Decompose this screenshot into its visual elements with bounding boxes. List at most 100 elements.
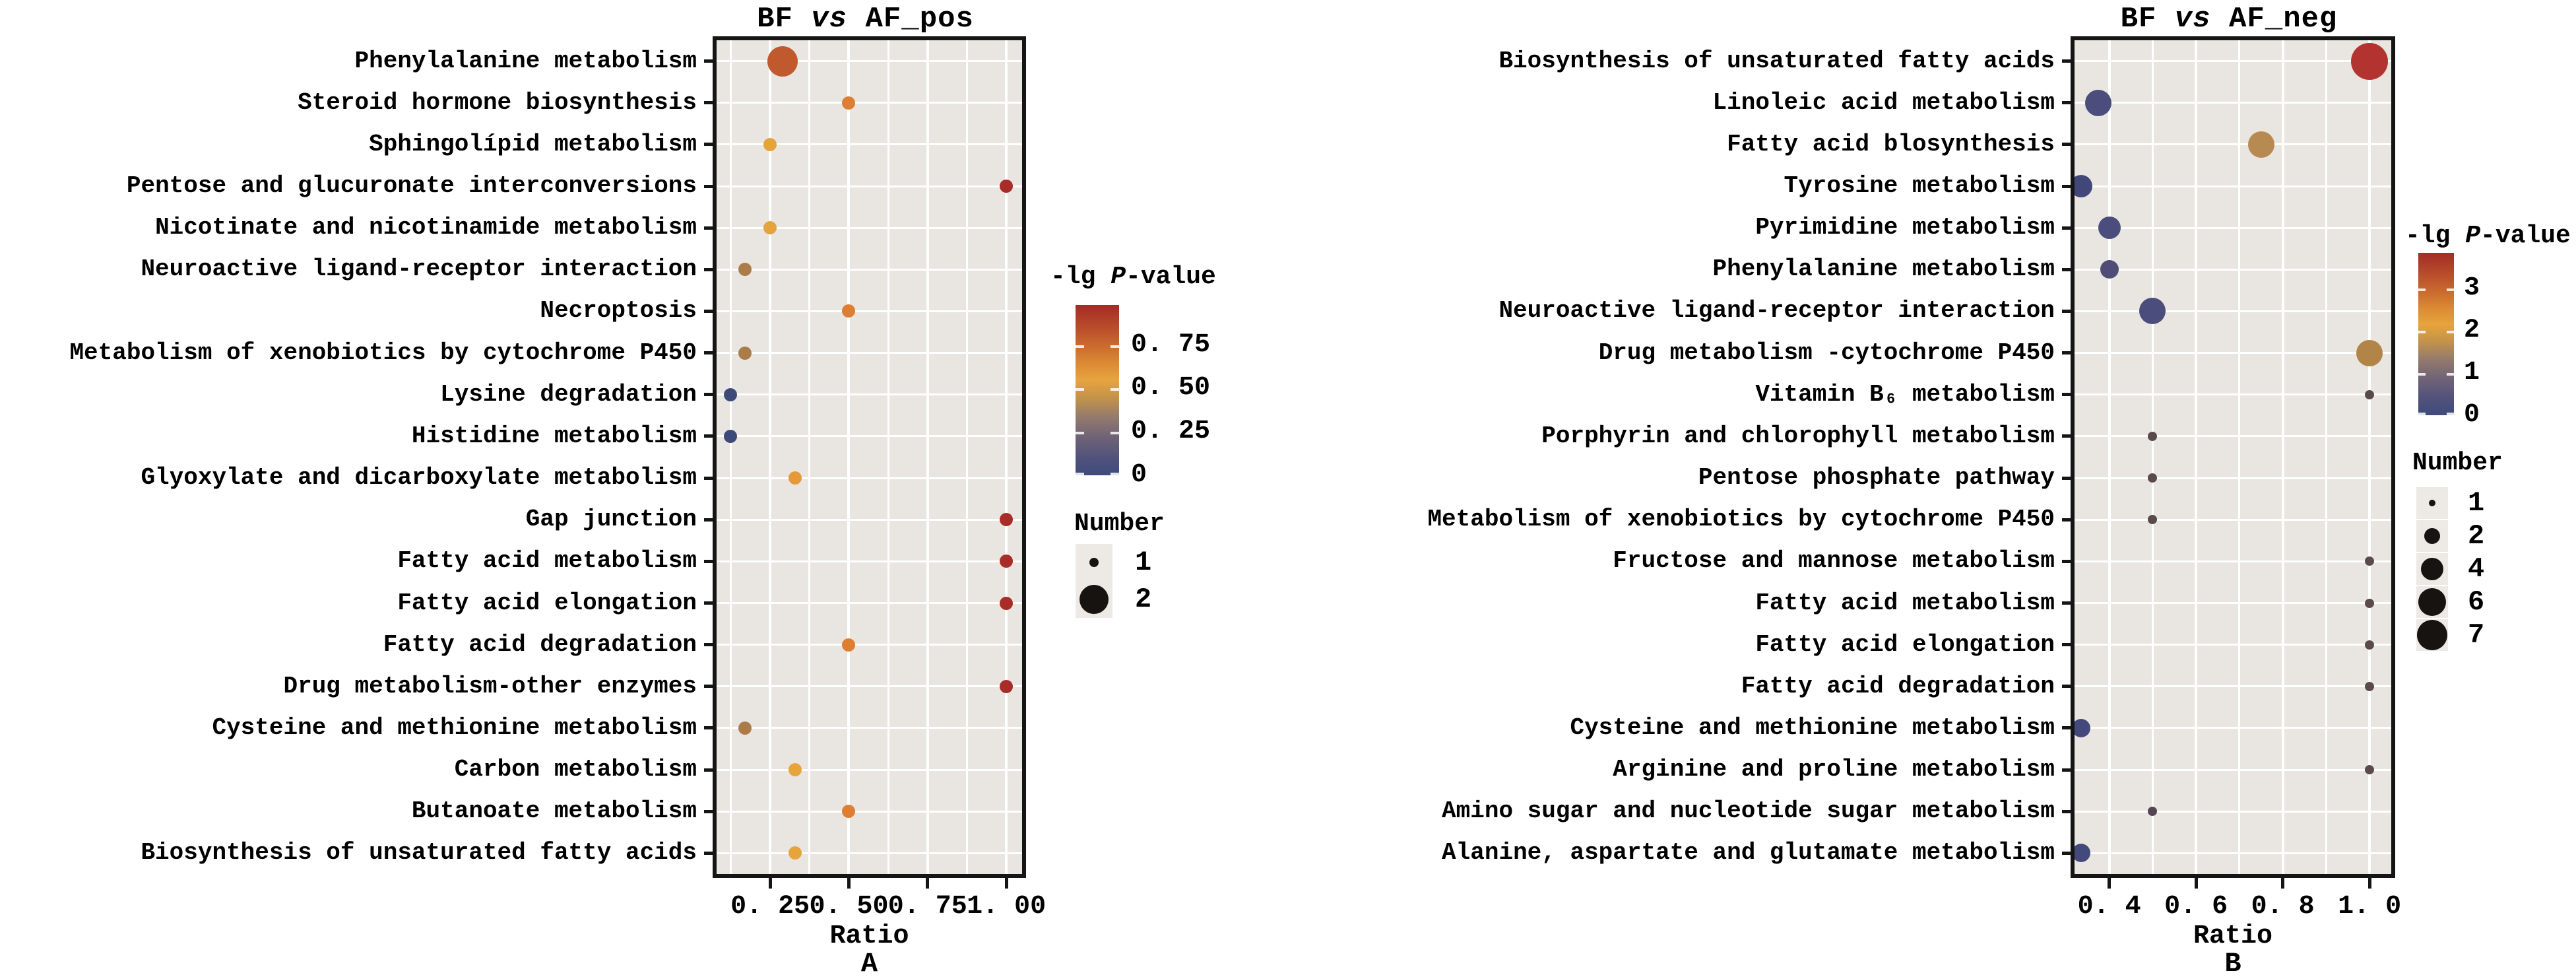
x-tick-label: 0. 4: [2077, 892, 2141, 922]
colorbar-tick-dash: [1076, 432, 1084, 435]
y-tick: [704, 685, 713, 689]
y-axis-label: Butanoate metabolism: [411, 797, 697, 825]
y-tick: [2062, 434, 2071, 438]
gridline-horizontal: [717, 310, 1022, 312]
gridline-horizontal: [2075, 644, 2391, 646]
data-point: [1000, 555, 1014, 568]
y-tick: [704, 101, 713, 105]
gridline-horizontal: [2075, 518, 2391, 521]
data-point: [2365, 598, 2375, 608]
gridline-vertical: [847, 40, 851, 874]
data-point: [842, 638, 856, 652]
y-tick: [2062, 101, 2071, 105]
colorbar-tick-dash: [1076, 345, 1084, 348]
y-axis-label: Gap junction: [525, 506, 697, 533]
data-point: [2351, 42, 2389, 80]
colorbar-tick-dash: [1111, 473, 1119, 475]
gridline-vertical: [965, 40, 968, 874]
y-axis-label: Pentose and glucuronate interconversions: [126, 172, 697, 200]
y-axis-label: Biosynthesis of unsaturated fatty acids: [141, 839, 697, 867]
x-tick: [926, 878, 930, 889]
y-axis-label: Metabolism of xenobiotics by cytochrome …: [69, 339, 697, 366]
y-axis-label: Metabolism of xenobiotics by cytochrome …: [1427, 506, 2055, 533]
y-axis-label: Drug metabolism-other enzymes: [283, 672, 697, 700]
gridline-vertical: [926, 40, 929, 874]
colorbar-tick-dash: [2418, 413, 2426, 415]
colorbar-tick-dash: [2447, 413, 2454, 415]
gridline-horizontal: [717, 60, 1022, 63]
pvalue-title-p-b: P: [2465, 222, 2481, 250]
colorbar-tick-label: 2: [2464, 316, 2480, 346]
gridline-vertical: [2281, 40, 2284, 874]
gridline-horizontal: [717, 685, 1022, 688]
y-tick: [2062, 726, 2071, 730]
data-point: [724, 429, 738, 443]
data-point: [789, 763, 802, 777]
gridline-horizontal: [2075, 310, 2391, 312]
data-point: [2075, 718, 2090, 737]
panel-b-title-pre: BF: [2120, 3, 2175, 36]
data-point: [1000, 180, 1014, 193]
data-point: [2148, 807, 2158, 817]
x-tick-label: 0. 25: [730, 892, 810, 922]
colorbar-tick-dash: [2447, 373, 2454, 376]
y-axis-label: Cysteine and methionine metabolism: [212, 714, 697, 741]
gridline-horizontal: [2075, 60, 2391, 63]
gridline-horizontal: [717, 226, 1022, 229]
data-point: [2148, 473, 2158, 483]
y-tick: [2062, 768, 2071, 772]
data-point: [738, 263, 752, 277]
y-axis-label: Fatty acid elongation: [397, 589, 697, 617]
y-axis-label: Fatty acid elongation: [1755, 630, 2055, 658]
data-point: [763, 137, 777, 151]
gridline-vertical: [2108, 40, 2111, 874]
y-tick: [2062, 851, 2071, 855]
gridline-horizontal: [2075, 560, 2391, 562]
colorbar-tick-label: 0: [2464, 400, 2480, 430]
y-axis-label: Vitamin B₆ metabolism: [1755, 380, 2055, 408]
data-point: [1000, 513, 1014, 527]
colorbar-tick-dash: [1076, 388, 1084, 391]
y-axis-label: Biosynthesis of unsaturated fatty acids: [1498, 47, 2055, 75]
gridline-vertical: [769, 40, 772, 874]
y-axis-label: Lysine degradation: [440, 380, 697, 408]
y-axis-label: Sphingolípid metabolism: [369, 130, 697, 158]
data-point: [2247, 131, 2274, 158]
colorbar-tick-label: 0. 75: [1131, 329, 1211, 360]
y-axis-label: Drug metabolism -cytochrome P450: [1598, 339, 2055, 366]
y-tick: [704, 184, 713, 188]
y-tick: [704, 601, 713, 605]
colorbar-tick-dash: [2418, 373, 2426, 376]
y-tick: [704, 726, 713, 730]
data-point: [724, 387, 738, 401]
x-axis-label-a: Ratio: [829, 922, 909, 951]
panel-b-title-vs: vs: [2174, 3, 2211, 36]
pvalue-title-p-a: P: [1111, 263, 1126, 291]
colorbar-tick-dash: [1076, 473, 1084, 475]
pvalue-title-post-a: -value: [1126, 263, 1216, 291]
data-point: [842, 805, 856, 819]
colorbar-tick-label: 0. 50: [1131, 373, 1211, 403]
y-axis-label: Alanine, aspartate and glutamate metabol…: [1442, 839, 2055, 867]
gridline-horizontal: [717, 518, 1022, 521]
gridline-horizontal: [717, 143, 1022, 146]
gridline-horizontal: [717, 852, 1022, 854]
y-axis-label: Cysteine and methionine metabolism: [1570, 714, 2055, 741]
number-key-dot: [2417, 620, 2447, 650]
gridline-horizontal: [717, 644, 1022, 646]
data-point: [2139, 298, 2166, 325]
pvalue-colorbar: [2418, 253, 2454, 415]
y-tick: [2062, 184, 2071, 188]
pvalue-title-post-b: -value: [2480, 222, 2571, 250]
x-tick-label: 0. 75: [887, 892, 967, 922]
data-point: [2365, 681, 2375, 691]
data-point: [789, 846, 802, 860]
data-point: [2075, 844, 2090, 863]
y-tick: [704, 643, 713, 647]
x-tick-label: 1. 00: [967, 892, 1046, 922]
gridline-horizontal: [2075, 768, 2391, 771]
y-tick: [2062, 601, 2071, 605]
y-axis-label: Linoleic acid metabolism: [1712, 88, 2055, 116]
pvalue-title-pre-a: -lg: [1050, 263, 1111, 291]
colorbar-tick-dash: [1111, 432, 1119, 435]
